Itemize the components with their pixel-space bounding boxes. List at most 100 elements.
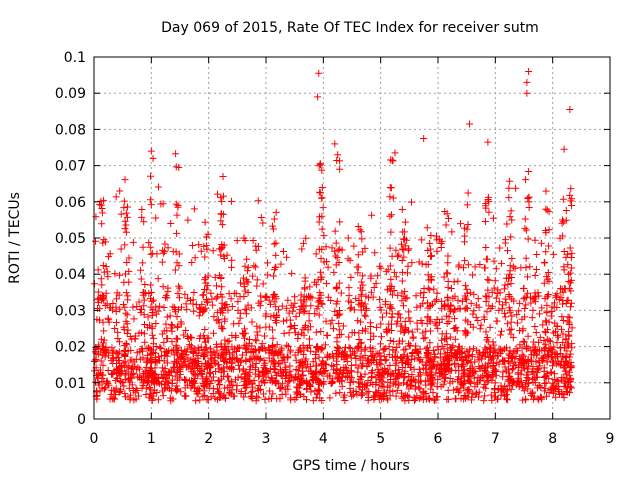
scatter-point [504,396,512,404]
scatter-point [567,303,575,311]
scatter-point [434,376,442,384]
scatter-point [545,226,553,234]
scatter-point [154,353,162,361]
scatter-point [384,378,392,386]
scatter-point [239,351,247,359]
scatter-point [452,324,460,332]
scatter-point [237,373,245,381]
scatter-point [235,361,243,369]
scatter-point [296,390,304,398]
scatter-point [415,372,423,380]
scatter-point [529,363,537,371]
scatter-point [559,338,567,346]
scatter-point [200,387,208,395]
scatter-point [398,206,406,214]
scatter-point [524,365,532,373]
scatter-point [233,347,241,355]
scatter-point [389,194,397,202]
scatter-point [380,383,388,391]
scatter-point [270,272,278,280]
scatter-point [346,305,354,313]
scatter-point [328,316,336,324]
scatter-point [197,247,205,255]
scatter-point [461,282,469,290]
scatter-point [471,263,479,271]
scatter-point [494,289,502,297]
scatter-point [441,374,449,382]
scatter-point [441,352,449,360]
scatter-point [246,356,254,364]
scatter-point [336,389,344,397]
scatter-point [475,363,483,371]
scatter-point [195,241,203,249]
scatter-point [323,331,331,339]
scatter-point [294,334,302,342]
scatter-point [455,263,463,271]
scatter-point [398,359,406,367]
scatter-point [270,358,278,366]
x-tick-label: 2 [204,431,213,447]
scatter-point [524,235,532,243]
scatter-point [284,378,292,386]
scatter-point [487,356,495,364]
scatter-point [217,368,225,376]
scatter-point [388,156,396,164]
scatter-point [244,264,252,272]
scatter-point [221,304,229,312]
scatter-point [531,322,539,330]
scatter-point [462,353,470,361]
scatter-point [557,358,565,366]
scatter-point [542,248,550,256]
scatter-point [558,325,566,333]
scatter-point [122,209,130,217]
scatter-point [549,362,556,370]
scatter-point [356,226,364,234]
scatter-point [398,277,406,285]
scatter-point [337,289,345,297]
scatter-point [567,384,575,392]
scatter-point [273,371,281,379]
scatter-point [541,295,549,303]
scatter-point [389,388,397,396]
scatter-point [125,384,133,392]
scatter-point [331,227,339,235]
scatter-point [252,263,260,271]
scatter-point [444,386,452,394]
scatter-point [559,316,567,324]
scatter-point [364,294,372,302]
scatter-point [127,391,135,399]
scatter-point [135,392,143,400]
scatter-point [370,356,378,364]
scatter-point [418,236,426,244]
scatter-point [501,236,509,244]
scatter-point [510,348,518,356]
scatter-point [305,317,313,325]
scatter-point [109,299,117,307]
scatter-point [213,282,221,290]
scatter-point [365,388,373,396]
scatter-point [171,372,179,380]
scatter-point [543,206,551,214]
scatter-point [256,302,264,310]
scatter-point [544,275,552,283]
scatter-point [479,350,487,358]
scatter-point [220,241,228,249]
scatter-point [148,371,156,379]
scatter-point [102,343,110,351]
scatter-point [357,284,365,292]
scatter-point [567,358,575,366]
scatter-point [431,319,439,327]
scatter-point [227,390,235,398]
scatter-point [461,352,469,360]
scatter-point [191,364,199,372]
scatter-point [432,296,440,304]
scatter-point [559,216,567,224]
scatter-point [340,393,348,401]
scatter-point [361,352,369,360]
scatter-point [312,250,320,258]
scatter-point [564,313,572,321]
scatter-point [482,328,490,336]
scatter-point [384,396,392,404]
scatter-point [227,365,235,373]
scatter-point [273,312,281,320]
